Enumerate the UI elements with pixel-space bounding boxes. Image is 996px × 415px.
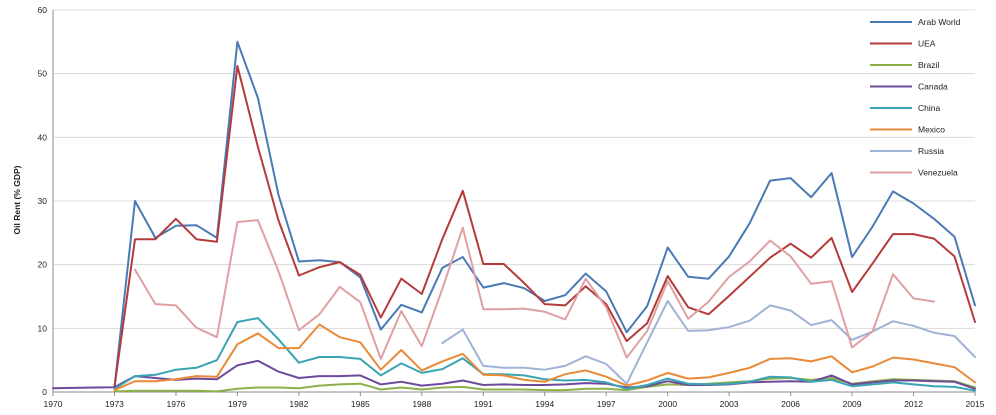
x-tick-label: 1991	[474, 399, 493, 409]
legend-label-brazil: Brazil	[918, 60, 939, 70]
y-tick-label: 60	[38, 5, 48, 15]
x-tick-label: 1997	[597, 399, 616, 409]
x-tick-label: 1970	[44, 399, 63, 409]
x-tick-label: 1988	[412, 399, 431, 409]
legend-label-china: China	[918, 103, 940, 113]
x-tick-label: 1973	[105, 399, 124, 409]
x-tick-label: 1982	[289, 399, 308, 409]
x-tick-label: 2009	[843, 399, 862, 409]
series-lines	[52, 40, 976, 393]
y-tick-label: 20	[38, 260, 48, 270]
x-tick-label: 2006	[781, 399, 800, 409]
series-line-brazil	[113, 377, 976, 393]
legend: Arab World UEA Brazil Canada China Mexico Russ…	[870, 17, 961, 178]
series-line-venezuela	[134, 219, 935, 360]
x-tick-label: 2015	[966, 399, 985, 409]
y-tick-label: 40	[38, 132, 48, 142]
legend-label-mexico: Mexico	[918, 125, 945, 135]
x-tick-label: 2012	[904, 399, 923, 409]
series-line-china	[113, 317, 976, 392]
legend-label-arab-world: Arab World	[918, 17, 961, 27]
axes: 0 10 20 30 40 50 60 1970 1973 1976 1979 1982 1985 198…	[38, 5, 985, 409]
gridlines	[53, 9, 975, 329]
series-line-canada	[52, 359, 976, 390]
series-line-arab-world	[113, 40, 976, 388]
legend-label-russia: Russia	[918, 146, 944, 156]
x-tick-label: 1976	[166, 399, 185, 409]
y-tick-label: 0	[42, 387, 47, 397]
x-tick-label: 2000	[658, 399, 677, 409]
y-tick-label: 10	[38, 323, 48, 333]
legend-label-canada: Canada	[918, 82, 948, 92]
x-tick-label: 1994	[535, 399, 554, 409]
y-tick-label: 30	[38, 196, 48, 206]
y-tick-label: 50	[38, 69, 48, 79]
series-line-uea	[113, 65, 976, 388]
legend-label-venezuela: Venezuela	[918, 168, 958, 178]
x-tick-label: 1979	[228, 399, 247, 409]
x-tick-label: 2003	[720, 399, 739, 409]
x-tick-label: 1985	[351, 399, 370, 409]
y-axis-title: Oil Rent (% GDP)	[12, 165, 22, 234]
legend-label-uea: UEA	[918, 39, 936, 49]
series-line-mexico	[113, 323, 976, 392]
series-line-russia	[441, 300, 976, 385]
